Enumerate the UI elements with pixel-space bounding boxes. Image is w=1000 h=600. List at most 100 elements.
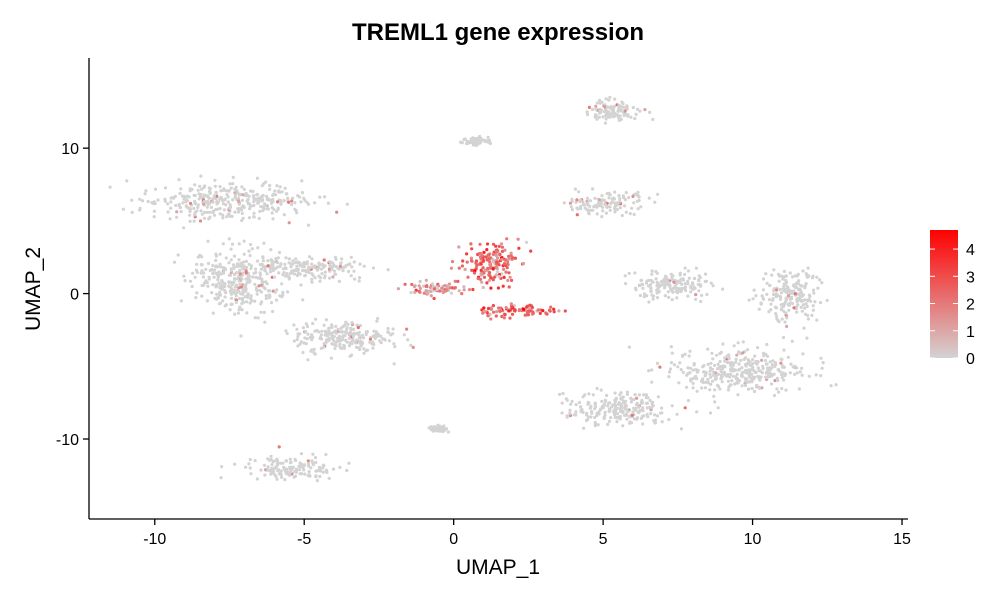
data-point <box>801 352 805 356</box>
data-point <box>584 418 589 423</box>
data-point <box>278 185 282 189</box>
data-point <box>220 465 224 469</box>
data-point <box>538 311 542 315</box>
data-point <box>726 388 731 392</box>
data-point <box>260 197 264 201</box>
data-point <box>268 289 272 293</box>
data-point <box>441 289 445 294</box>
data-point <box>492 260 496 264</box>
data-point <box>506 258 510 262</box>
data-point <box>293 272 297 276</box>
data-point <box>552 310 556 314</box>
data-point <box>200 212 204 216</box>
data-point <box>212 275 216 279</box>
data-point <box>763 358 768 363</box>
data-point <box>783 302 787 306</box>
data-point <box>589 415 593 419</box>
data-point <box>248 253 252 258</box>
data-point <box>703 279 707 284</box>
data-point <box>263 320 267 324</box>
data-point <box>424 289 428 293</box>
data-point <box>259 267 264 271</box>
data-point <box>583 393 587 397</box>
data-point <box>782 269 787 273</box>
data-point <box>681 354 685 358</box>
data-point <box>252 215 256 219</box>
data-point <box>722 370 727 374</box>
data-point <box>144 189 148 193</box>
data-point <box>667 295 671 299</box>
data-point <box>570 208 575 212</box>
x-tick-label: -10 <box>143 531 166 548</box>
data-point <box>655 288 659 292</box>
data-point <box>744 368 748 372</box>
data-point <box>457 266 461 270</box>
data-point <box>249 242 253 247</box>
data-point <box>227 281 231 285</box>
data-point <box>637 393 642 397</box>
data-point <box>642 393 646 397</box>
data-point <box>803 306 807 310</box>
data-point <box>644 393 649 397</box>
data-point <box>670 298 674 302</box>
data-point <box>779 361 783 365</box>
data-point <box>478 277 483 281</box>
data-point <box>338 330 342 334</box>
x-tick-label: 10 <box>744 531 762 548</box>
data-point <box>705 292 709 297</box>
data-point <box>323 274 327 278</box>
data-point <box>625 392 630 396</box>
data-point <box>736 341 740 345</box>
data-point <box>825 298 829 302</box>
data-point <box>800 309 804 313</box>
data-point <box>219 189 223 193</box>
data-point <box>608 95 612 99</box>
data-point <box>271 265 275 269</box>
data-point <box>297 195 302 199</box>
data-point <box>195 262 199 266</box>
data-point <box>486 135 490 139</box>
data-point <box>706 362 710 366</box>
data-point <box>247 194 251 198</box>
data-point <box>637 198 641 203</box>
data-point <box>574 413 578 417</box>
data-point <box>302 463 307 467</box>
data-point <box>198 184 202 188</box>
data-point <box>353 277 357 281</box>
data-point <box>654 270 658 274</box>
data-point <box>764 272 768 276</box>
data-point <box>645 279 649 283</box>
data-point <box>341 334 345 338</box>
data-point <box>354 345 359 349</box>
data-point <box>213 184 217 188</box>
data-point <box>782 282 786 286</box>
data-point <box>342 346 346 350</box>
data-point <box>177 178 181 182</box>
data-point <box>240 308 244 312</box>
data-point <box>130 198 134 202</box>
data-point <box>465 252 469 256</box>
data-point <box>695 377 699 381</box>
data-point <box>219 265 223 269</box>
data-point <box>729 372 733 376</box>
data-point <box>751 297 755 301</box>
data-point <box>773 364 777 368</box>
data-point <box>232 254 237 258</box>
data-point <box>364 349 368 353</box>
data-point <box>481 285 485 290</box>
data-point <box>706 381 711 385</box>
data-point <box>634 112 638 116</box>
data-point <box>202 185 206 190</box>
data-point <box>678 281 683 285</box>
data-point <box>418 290 422 294</box>
data-point <box>687 354 691 358</box>
data-point <box>270 206 274 210</box>
data-point <box>195 291 199 295</box>
data-point <box>623 204 627 208</box>
data-point <box>524 240 529 244</box>
data-point <box>294 470 299 474</box>
data-point <box>409 291 413 295</box>
data-point <box>205 281 209 285</box>
data-point <box>275 209 279 213</box>
data-point <box>358 347 362 352</box>
